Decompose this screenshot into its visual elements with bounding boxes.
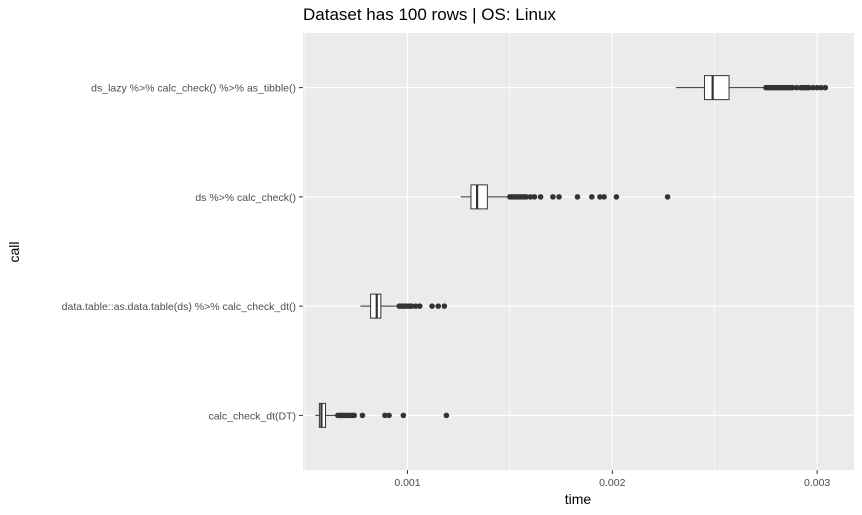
outlier-point-1-10 (531, 194, 538, 200)
outlier-point-3-10 (382, 412, 388, 419)
x-tick-label-2: 0.003 (804, 477, 830, 489)
y-axis-title: call (6, 241, 22, 262)
outlier-point-2-10 (435, 303, 441, 309)
outlier-point-0-13 (789, 84, 796, 91)
outlier-point-2-9 (429, 303, 435, 309)
x-axis-title: time (565, 491, 592, 507)
box-layer (315, 75, 829, 428)
y-tick-label-0: ds_lazy %>% calc_check() %>% as_tibble() (91, 83, 296, 95)
grid-lines (303, 33, 854, 470)
outlier-point-0-22 (818, 84, 825, 91)
outlier-point-2-11 (441, 303, 448, 309)
outlier-point-3-9 (359, 412, 366, 419)
outlier-point-3-11 (386, 412, 392, 419)
boxplot-3 (315, 402, 450, 428)
outlier-point-0-20 (810, 84, 816, 91)
chart-title: Dataset has 100 rows | OS: Linux (303, 5, 556, 24)
outlier-point-1-18 (613, 194, 620, 200)
outlier-point-0-21 (814, 84, 820, 91)
outlier-point-3-12 (400, 412, 407, 419)
y-tick-label-3: calc_check_dt(DT) (208, 410, 296, 422)
outlier-point-1-13 (556, 194, 562, 200)
boxplot-1 (460, 184, 671, 210)
boxplot-0 (675, 75, 829, 101)
outlier-point-2-8 (416, 303, 423, 309)
x-axis-ticks: 0.001 0.002 0.003 (394, 470, 830, 489)
x-tick-label-1: 0.002 (599, 477, 625, 489)
outlier-point-3-8 (351, 412, 358, 419)
outlier-point-2-7 (412, 303, 419, 309)
outlier-point-1-15 (589, 194, 595, 200)
x-tick-label-0: 0.001 (394, 477, 420, 489)
outlier-point-0-19 (806, 84, 812, 91)
boxplot-2 (360, 293, 448, 319)
outlier-point-3-13 (443, 412, 450, 419)
outlier-point-1-19 (664, 194, 671, 200)
outlier-point-1-16 (597, 194, 603, 200)
outlier-point-1-12 (550, 194, 556, 200)
outlier-point-1-14 (574, 194, 581, 200)
outlier-point-1-8 (523, 194, 530, 200)
outlier-point-2-6 (408, 303, 415, 309)
outlier-point-0-23 (822, 84, 829, 91)
plot-panel (303, 33, 854, 470)
y-tick-label-1: ds %>% calc_check() (195, 192, 296, 204)
outlier-point-1-17 (601, 194, 607, 200)
outlier-point-0-14 (793, 84, 800, 91)
outlier-point-1-11 (537, 194, 544, 200)
box-0 (703, 75, 730, 101)
outlier-point-1-9 (527, 194, 534, 200)
y-axis-ticks: ds_lazy %>% calc_check() %>% as_tibble()… (62, 83, 303, 422)
box-1 (470, 184, 488, 210)
y-tick-label-2: data.table::as.data.table(ds) %>% calc_c… (62, 301, 296, 313)
